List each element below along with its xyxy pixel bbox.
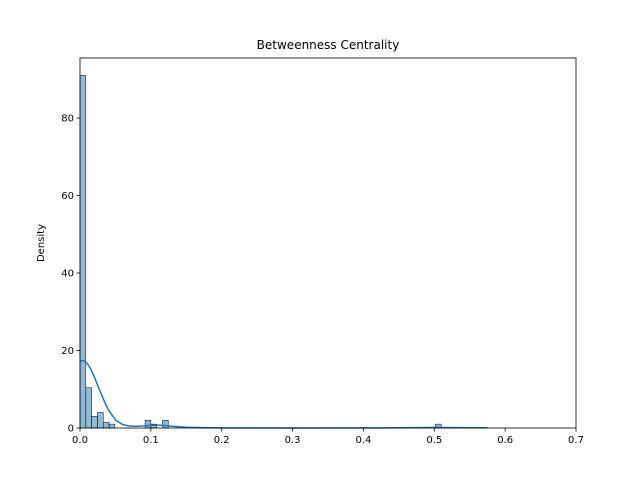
y-axis-label: Density	[36, 224, 47, 262]
histogram-bar	[102, 421, 110, 429]
x-tick-label: 0.6	[497, 435, 513, 446]
x-tick-label: 0.1	[143, 435, 159, 446]
x-axis: 0.0 0.1 0.2 0.3 0.4 0.5 0.6 0.7	[72, 428, 584, 446]
histogram-bar	[162, 420, 169, 429]
y-tick-label: 80	[61, 114, 74, 125]
histogram-bars	[79, 75, 442, 429]
histogram-bar	[97, 412, 104, 429]
y-tick-label: 0	[68, 424, 74, 435]
x-tick-label: 0.4	[355, 435, 371, 446]
histogram-bar	[108, 423, 116, 429]
x-tick-label: 0.3	[285, 435, 301, 446]
y-tick-label: 40	[61, 269, 74, 280]
histogram-bar	[79, 75, 87, 429]
x-tick-label: 0.2	[214, 435, 230, 446]
x-tick-label: 0.5	[426, 435, 442, 446]
y-tick-label: 60	[61, 191, 74, 202]
histogram-bar	[144, 420, 152, 429]
plot-frame	[79, 57, 577, 429]
y-tick-label: 20	[61, 346, 74, 357]
x-tick-label: 0.7	[568, 435, 584, 446]
y-axis: 0 20 40 60 80	[61, 114, 80, 435]
histogram-bar	[85, 387, 92, 429]
chart-title: Betweenness Centrality	[257, 38, 400, 52]
histogram-bar	[91, 416, 98, 429]
x-tick-label: 0.0	[72, 435, 88, 446]
